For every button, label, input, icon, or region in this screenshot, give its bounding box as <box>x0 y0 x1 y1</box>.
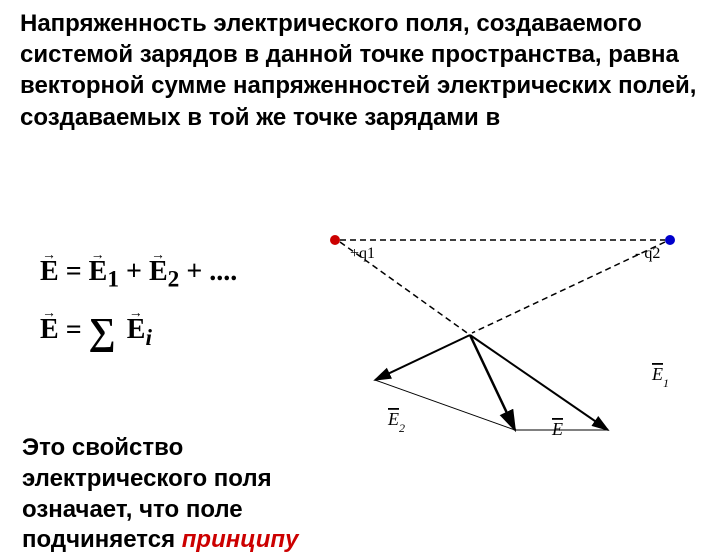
svg-text:E: E <box>551 419 563 439</box>
sigma: ∑ <box>89 311 116 353</box>
svg-text:E2: E2 <box>387 409 405 435</box>
svg-text:E1: E1 <box>651 364 669 390</box>
subi: i <box>145 325 151 351</box>
formula-line-2: → E = ∑ → E i <box>40 310 152 354</box>
eq1: = <box>66 256 89 287</box>
svg-text:+q1: +q1 <box>350 245 375 262</box>
superposition-paragraph: Напряженность электрического поля, созда… <box>20 8 700 133</box>
sub1: 1 <box>107 267 119 293</box>
formula-line-1: → E = → E 1 + → E 2 + .... <box>40 256 237 294</box>
plus1: + <box>126 256 149 287</box>
svg-text:- q2: - q2 <box>635 245 660 262</box>
sub2: 2 <box>168 267 180 293</box>
eq2: = <box>66 314 89 345</box>
tail: + .... <box>186 256 237 287</box>
property-paragraph: Это свойство электрического поля означае… <box>22 432 362 526</box>
vector-diagram: +q1 - q2 E1 E2 E <box>300 230 700 440</box>
